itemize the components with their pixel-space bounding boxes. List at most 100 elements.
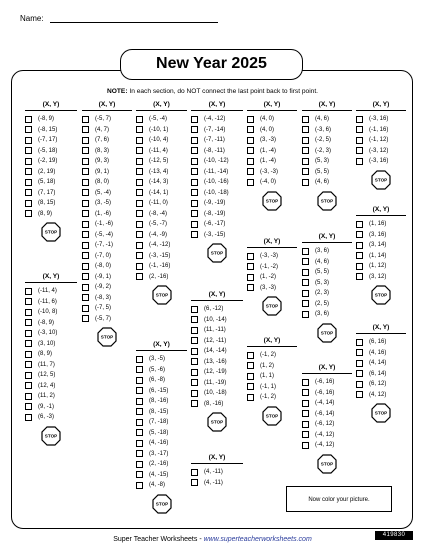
checkbox[interactable] xyxy=(25,308,32,316)
checkbox[interactable] xyxy=(191,368,198,376)
checkbox[interactable] xyxy=(25,382,32,390)
checkbox[interactable] xyxy=(25,115,32,123)
checkbox[interactable] xyxy=(302,247,309,255)
checkbox[interactable] xyxy=(25,319,32,327)
checkbox[interactable] xyxy=(136,252,143,260)
checkbox[interactable] xyxy=(356,136,363,144)
checkbox[interactable] xyxy=(191,157,198,165)
checkbox[interactable] xyxy=(136,408,143,416)
checkbox[interactable] xyxy=(356,220,363,228)
checkbox[interactable] xyxy=(82,199,89,207)
checkbox[interactable] xyxy=(191,400,198,408)
checkbox[interactable] xyxy=(356,157,363,165)
checkbox[interactable] xyxy=(302,389,309,397)
checkbox[interactable] xyxy=(82,241,89,249)
checkbox[interactable] xyxy=(136,126,143,134)
checkbox[interactable] xyxy=(25,199,32,207)
checkbox[interactable] xyxy=(247,372,254,380)
checkbox[interactable] xyxy=(82,147,89,155)
checkbox[interactable] xyxy=(356,252,363,260)
checkbox[interactable] xyxy=(247,115,254,123)
checkbox[interactable] xyxy=(82,315,89,323)
checkbox[interactable] xyxy=(247,147,254,155)
checkbox[interactable] xyxy=(247,273,254,281)
checkbox[interactable] xyxy=(302,410,309,418)
checkbox[interactable] xyxy=(302,441,309,449)
checkbox[interactable] xyxy=(136,460,143,468)
checkbox[interactable] xyxy=(136,481,143,489)
checkbox[interactable] xyxy=(25,126,32,134)
checkbox[interactable] xyxy=(136,157,143,165)
checkbox[interactable] xyxy=(191,199,198,207)
checkbox[interactable] xyxy=(25,403,32,411)
checkbox[interactable] xyxy=(136,376,143,384)
checkbox[interactable] xyxy=(247,263,254,271)
checkbox[interactable] xyxy=(82,262,89,270)
checkbox[interactable] xyxy=(25,157,32,165)
checkbox[interactable] xyxy=(136,115,143,123)
checkbox[interactable] xyxy=(302,126,309,134)
checkbox[interactable] xyxy=(25,392,32,400)
checkbox[interactable] xyxy=(302,279,309,287)
checkbox[interactable] xyxy=(191,479,198,487)
checkbox[interactable] xyxy=(136,241,143,249)
checkbox[interactable] xyxy=(136,366,143,374)
checkbox[interactable] xyxy=(191,147,198,155)
checkbox[interactable] xyxy=(82,168,89,176)
checkbox[interactable] xyxy=(82,189,89,197)
checkbox[interactable] xyxy=(191,468,198,476)
checkbox[interactable] xyxy=(136,199,143,207)
checkbox[interactable] xyxy=(25,329,32,337)
checkbox[interactable] xyxy=(82,157,89,165)
checkbox[interactable] xyxy=(25,413,32,421)
checkbox[interactable] xyxy=(136,262,143,270)
checkbox[interactable] xyxy=(191,379,198,387)
checkbox[interactable] xyxy=(136,220,143,228)
checkbox[interactable] xyxy=(136,178,143,186)
name-line[interactable] xyxy=(49,13,218,23)
checkbox[interactable] xyxy=(247,383,254,391)
checkbox[interactable] xyxy=(136,471,143,479)
checkbox[interactable] xyxy=(302,310,309,318)
checkbox[interactable] xyxy=(356,349,363,357)
checkbox[interactable] xyxy=(136,189,143,197)
checkbox[interactable] xyxy=(302,399,309,407)
checkbox[interactable] xyxy=(25,189,32,197)
checkbox[interactable] xyxy=(302,289,309,297)
checkbox[interactable] xyxy=(302,115,309,123)
checkbox[interactable] xyxy=(136,418,143,426)
checkbox[interactable] xyxy=(191,136,198,144)
checkbox[interactable] xyxy=(191,220,198,228)
checkbox[interactable] xyxy=(82,231,89,239)
checkbox[interactable] xyxy=(25,287,32,295)
checkbox[interactable] xyxy=(25,361,32,369)
checkbox[interactable] xyxy=(302,178,309,186)
checkbox[interactable] xyxy=(356,262,363,270)
checkbox[interactable] xyxy=(356,147,363,155)
checkbox[interactable] xyxy=(136,439,143,447)
checkbox[interactable] xyxy=(302,420,309,428)
checkbox[interactable] xyxy=(25,136,32,144)
checkbox[interactable] xyxy=(136,168,143,176)
checkbox[interactable] xyxy=(82,126,89,134)
checkbox[interactable] xyxy=(191,305,198,313)
checkbox[interactable] xyxy=(136,387,143,395)
checkbox[interactable] xyxy=(25,178,32,186)
checkbox[interactable] xyxy=(82,220,89,228)
checkbox[interactable] xyxy=(82,283,89,291)
checkbox[interactable] xyxy=(25,147,32,155)
footer-url[interactable]: www.superteacherworksheets.com xyxy=(203,536,312,543)
checkbox[interactable] xyxy=(25,168,32,176)
checkbox[interactable] xyxy=(247,168,254,176)
checkbox[interactable] xyxy=(82,252,89,260)
checkbox[interactable] xyxy=(136,210,143,218)
checkbox[interactable] xyxy=(136,273,143,281)
checkbox[interactable] xyxy=(247,284,254,292)
checkbox[interactable] xyxy=(25,298,32,306)
checkbox[interactable] xyxy=(191,316,198,324)
checkbox[interactable] xyxy=(191,210,198,218)
checkbox[interactable] xyxy=(191,326,198,334)
checkbox[interactable] xyxy=(136,355,143,363)
checkbox[interactable] xyxy=(25,371,32,379)
checkbox[interactable] xyxy=(356,359,363,367)
